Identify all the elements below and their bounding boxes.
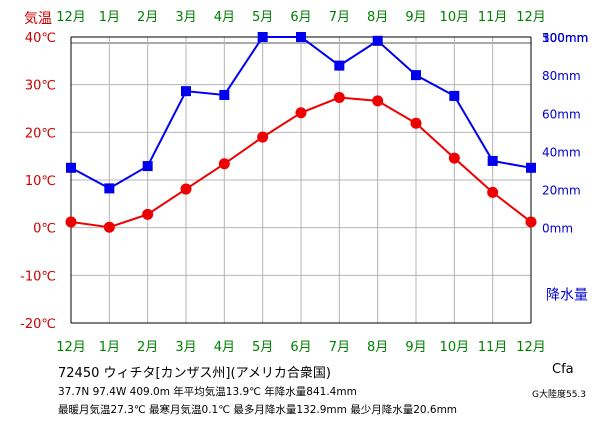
temperature-point	[103, 221, 115, 233]
temperature-point	[180, 183, 192, 195]
top-month-labels: 12月 1月 2月 3月 4月 5月 6月 7月 8月 9月 10月 11月 12月	[56, 10, 546, 25]
precipitation-point	[411, 70, 421, 81]
precipitation-point	[449, 90, 460, 101]
precipitation-tick-label: 0mm	[542, 222, 573, 236]
precipitation-point	[487, 155, 498, 166]
temperature-tick-label: 40℃	[25, 31, 56, 46]
month-label-bottom: 12月	[516, 340, 546, 355]
month-label-top: 1月	[99, 10, 120, 25]
temperature-point	[257, 131, 269, 143]
temperature-axis: 気温 40℃ 30℃ 20℃ 10℃ 0℃ -10℃ -20℃	[20, 11, 56, 332]
temperature-point	[410, 117, 422, 129]
month-label-bottom: 8月	[367, 340, 388, 355]
temperature-point	[487, 186, 499, 198]
month-label-bottom: 5月	[252, 340, 273, 355]
precipitation-point	[257, 32, 268, 42]
precipitation-tick-label: 40mm	[542, 145, 581, 159]
precipitation-point	[104, 183, 115, 194]
month-label-bottom: 10月	[440, 340, 470, 355]
temperature-axis-label: 気温	[24, 11, 52, 27]
month-label-top: 7月	[329, 10, 350, 25]
month-label-top: 11月	[478, 10, 508, 25]
month-label-bottom: 12月	[56, 340, 86, 355]
precipitation-point	[372, 35, 383, 46]
station-stats-line2: 最暖月気温27.3℃ 最寒月気温0.1℃ 最多月降水量132.9mm 最少月降水…	[58, 404, 458, 416]
station-title: 72450 ウィチタ[カンザス州](アメリカ合衆国)	[58, 366, 331, 381]
month-label-top: 12月	[56, 10, 86, 25]
temperature-point	[333, 92, 345, 104]
temperature-tick-label: 30℃	[25, 79, 56, 94]
month-label-bottom: 6月	[290, 340, 311, 355]
month-label-bottom: 1月	[99, 340, 120, 355]
precipitation-tick-label: 500mm	[542, 31, 588, 45]
month-label-top: 2月	[137, 10, 158, 25]
grid	[70, 36, 532, 324]
month-label-top: 4月	[214, 10, 235, 25]
temperature-tick-label: -10℃	[20, 269, 56, 284]
continentality: G大陸度55.3	[532, 390, 587, 400]
climate-code: Cfa	[552, 362, 574, 377]
temperature-tick-label: 20℃	[25, 126, 56, 141]
month-label-bottom: 9月	[405, 340, 426, 355]
precipitation-point	[219, 89, 230, 100]
bottom-month-labels: 12月 1月 2月 3月 4月 5月 6月 7月 8月 9月 10月 11月 12月	[56, 340, 546, 355]
month-label-top: 9月	[405, 10, 426, 25]
precipitation-point	[296, 32, 306, 42]
month-label-bottom: 7月	[329, 340, 350, 355]
precipitation-point	[142, 161, 153, 172]
month-label-top: 3月	[175, 10, 196, 25]
month-label-bottom: 3月	[175, 340, 196, 355]
month-label-bottom: 4月	[214, 340, 235, 355]
precipitation-tick-label: 80mm	[542, 69, 581, 83]
temperature-point	[65, 216, 77, 228]
month-label-bottom: 2月	[137, 340, 158, 355]
month-label-top: 10月	[440, 10, 470, 25]
temperature-tick-label: 0℃	[33, 222, 56, 237]
station-stats-line1: 37.7N 97.4W 409.0m 年平均気温13.9℃ 年降水量841.4m…	[58, 386, 357, 398]
precipitation-axis-label: 降水量	[546, 287, 588, 303]
month-label-top: 6月	[290, 10, 311, 25]
precipitation-tick-label: 60mm	[542, 107, 581, 121]
month-label-top: 5月	[252, 10, 273, 25]
precipitation-point	[334, 60, 345, 71]
temperature-point	[448, 152, 460, 164]
precipitation-tick-label: 20mm	[542, 184, 581, 198]
temperature-point	[218, 158, 230, 170]
temperature-point	[142, 208, 154, 220]
precipitation-point	[526, 162, 536, 173]
precipitation-tick-label: 100mm	[542, 31, 588, 45]
month-label-top: 8月	[367, 10, 388, 25]
temperature-tick-label: 10℃	[25, 174, 56, 189]
temperature-tick-label: -20℃	[20, 317, 56, 332]
precipitation-point	[66, 162, 76, 173]
temperature-point	[525, 216, 537, 228]
precipitation-tick-label: 300mm	[542, 31, 588, 45]
month-label-bottom: 11月	[478, 340, 508, 355]
temperature-point	[295, 107, 307, 119]
month-label-top: 12月	[516, 10, 546, 25]
precipitation-point	[181, 86, 191, 97]
series	[65, 32, 537, 233]
temperature-point	[372, 95, 384, 107]
